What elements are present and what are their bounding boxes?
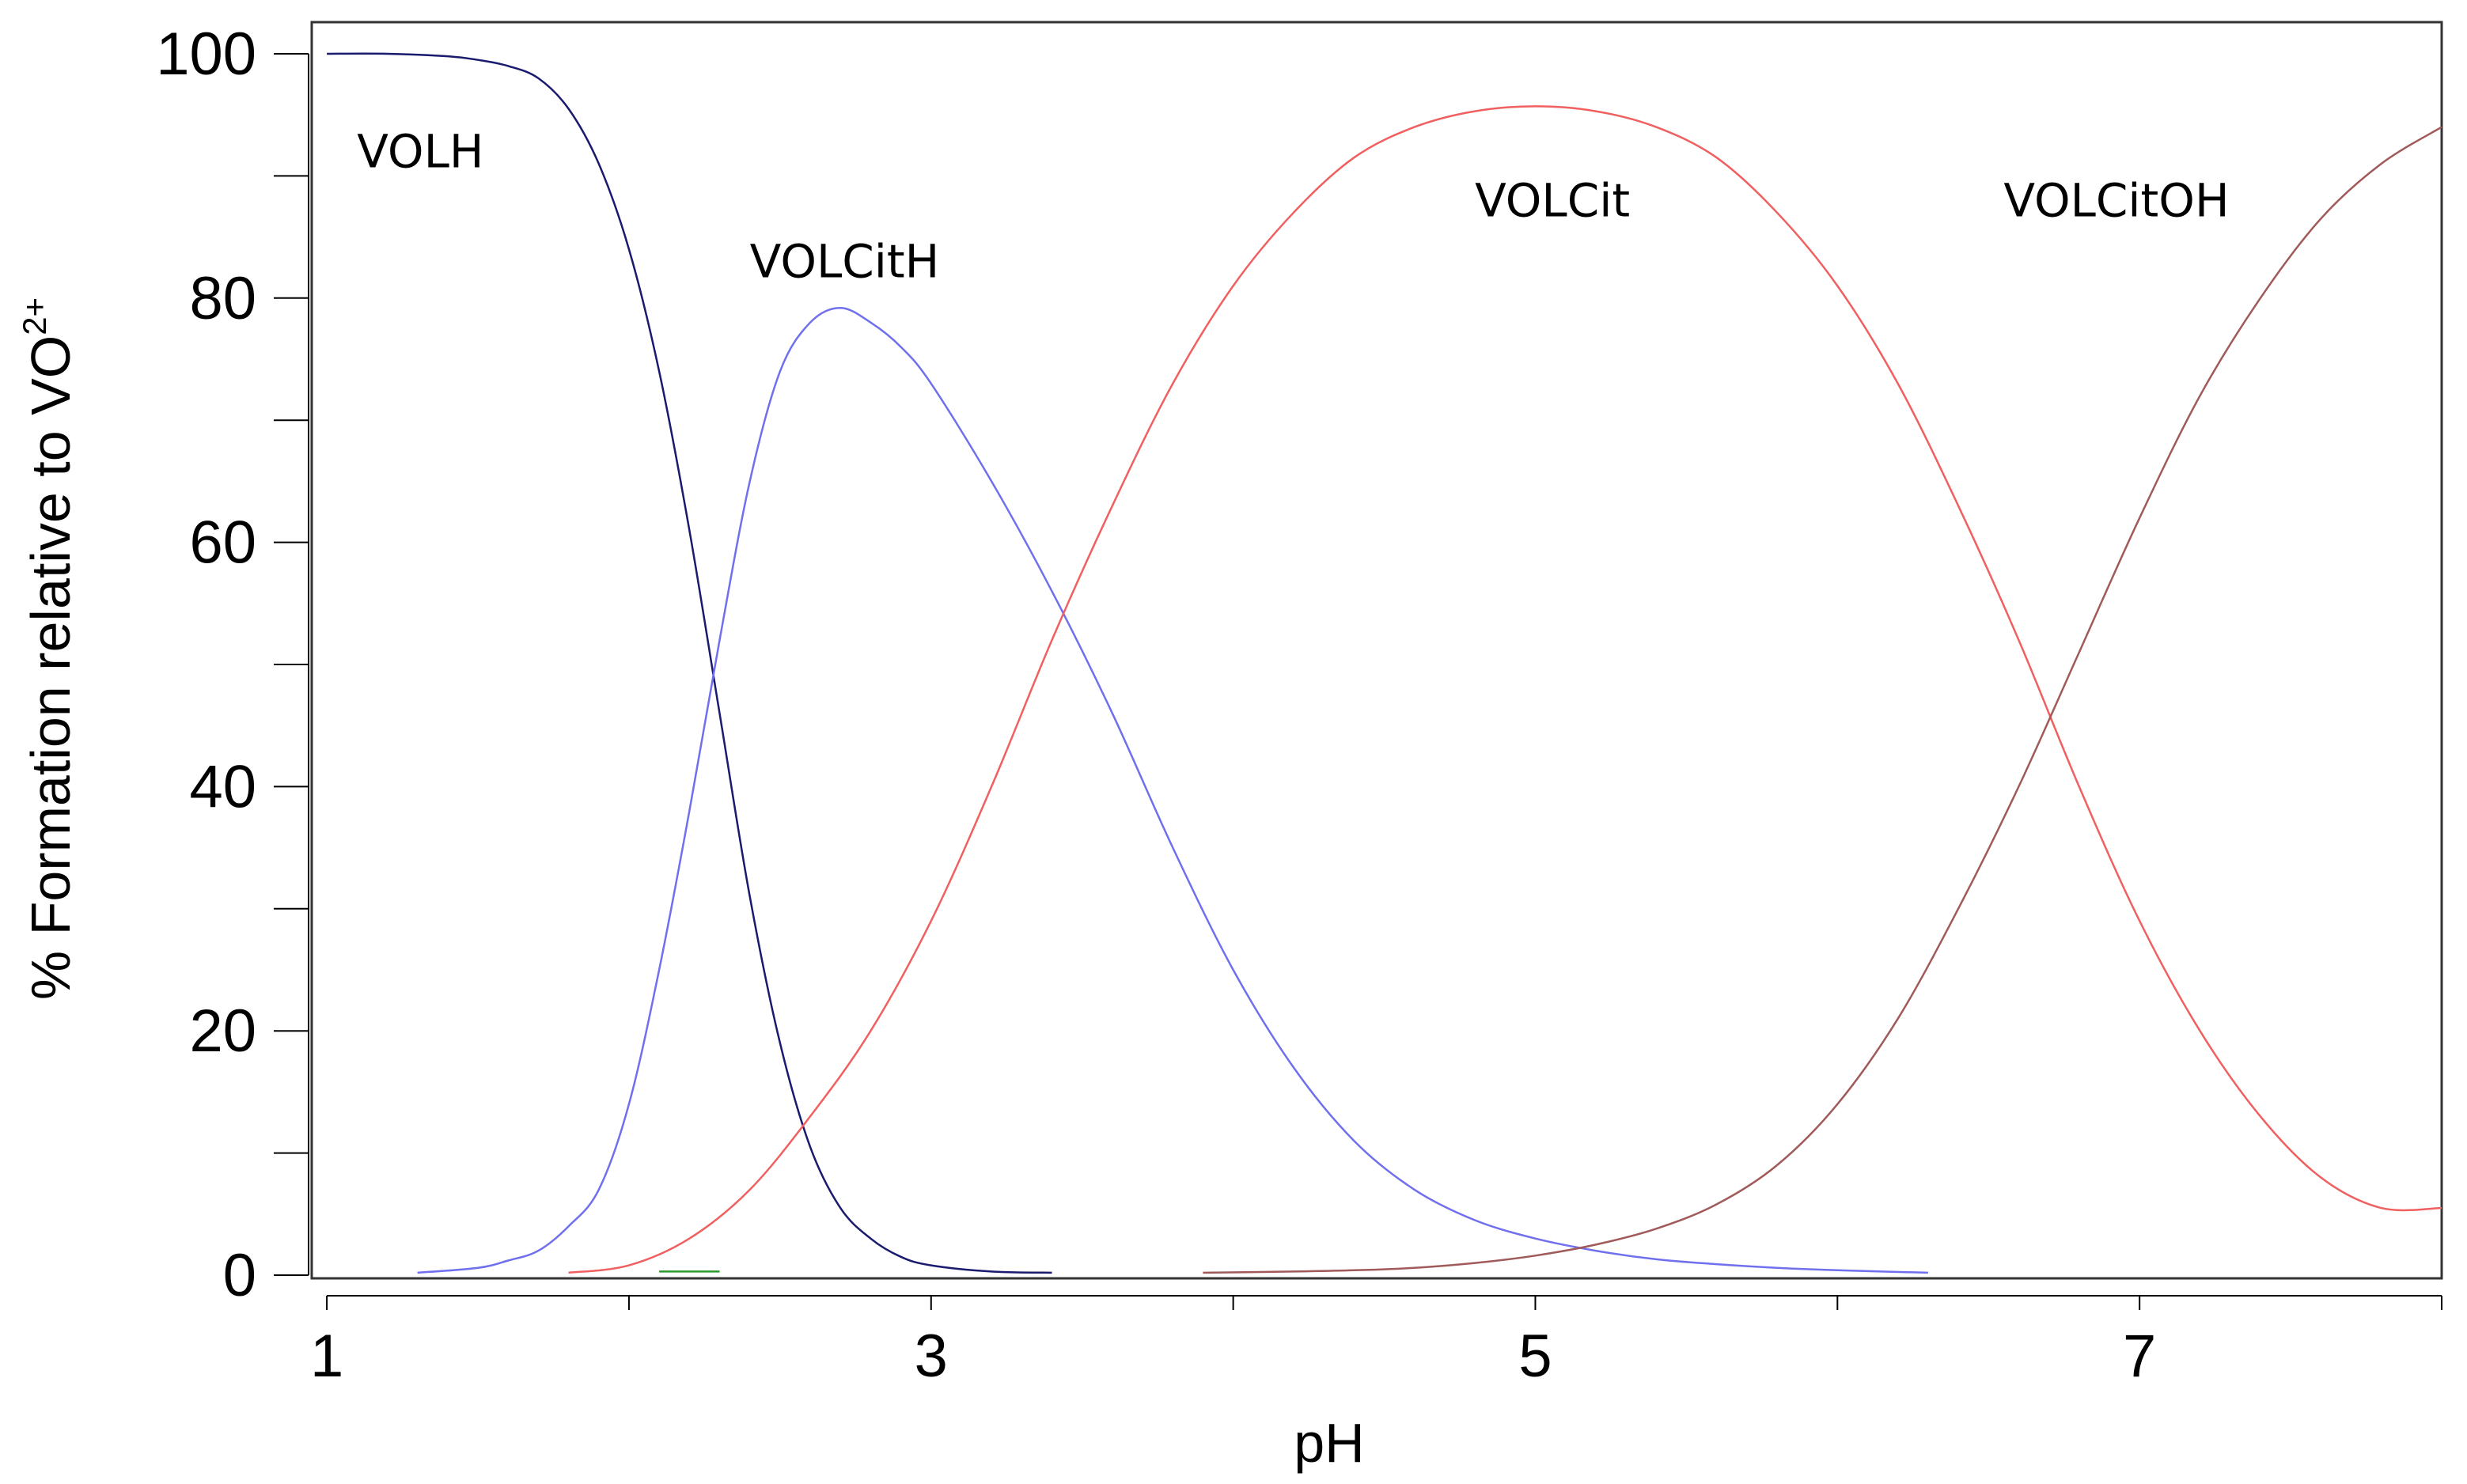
series-line-volcith	[417, 306, 1928, 1274]
series-label-volcitoh: VOLCitOH	[2003, 173, 2229, 227]
y-tick-label: 0	[223, 1242, 256, 1309]
series-line-volcit	[568, 105, 2442, 1274]
series-line-volcitoh	[1203, 126, 2442, 1274]
axes: 0 20 40 60 80 100 1 3 5 7	[156, 21, 2442, 1390]
y-tick-label: 40	[189, 753, 256, 820]
y-tick-label: 100	[156, 21, 256, 88]
series-layer	[327, 52, 2442, 1274]
x-tick-label: 3	[915, 1323, 948, 1390]
y-tick-label: 60	[189, 509, 256, 577]
x-tick-label: 5	[1518, 1323, 1552, 1390]
series-label-volcith: VOLCitH	[750, 234, 940, 288]
series-label-volcit: VOLCit	[1475, 173, 1630, 227]
series-label-volh: VOLH	[357, 125, 483, 179]
x-tick-label: 7	[2123, 1323, 2156, 1390]
y-axis-title-text: % Formation relative to VO	[20, 335, 81, 1000]
x-axis-title: pH	[1294, 1412, 1364, 1474]
y-axis-title: % Formation relative to VO2+	[16, 297, 81, 1000]
x-tick-label: 1	[310, 1323, 343, 1390]
y-axis-title-superscript: 2+	[16, 297, 53, 335]
series-line-volh	[327, 52, 1052, 1274]
series-labels: VOLH VOLCitH VOLCit VOLCitOH	[357, 125, 2229, 289]
plot-frame	[310, 21, 2443, 1280]
y-tick-label: 20	[189, 998, 256, 1065]
y-tick-label: 80	[189, 265, 256, 332]
